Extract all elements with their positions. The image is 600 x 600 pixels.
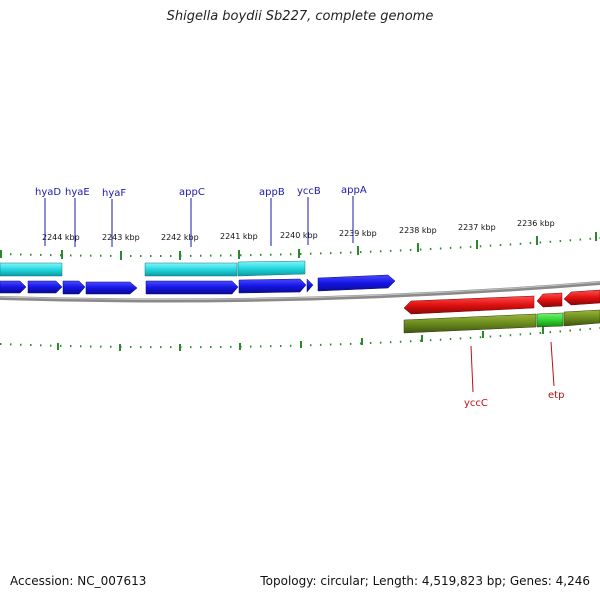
ruler-label: 2238 kbp (399, 226, 437, 235)
gene-arrow-yccB[interactable] (306, 278, 314, 293)
inner-major-ticks (57, 327, 544, 351)
gene-arrow-appC[interactable] (145, 280, 239, 295)
forward-feature-track (0, 260, 306, 277)
gene-label-yccC[interactable]: yccC (464, 398, 488, 409)
feature-block-yccC[interactable] (403, 313, 537, 334)
outer-tick-ring (0, 232, 600, 260)
feature-block-hya[interactable] (0, 262, 63, 277)
genome-backbone (0, 281, 600, 303)
ruler-label: 2244 kbp (42, 233, 80, 242)
reverse-gene-labels: yccC etp (464, 390, 564, 409)
gene-arrow-hyaE[interactable] (62, 280, 86, 295)
reverse-cds-track (403, 289, 600, 315)
ruler-label: 2240 kbp (280, 231, 318, 240)
gene-arrow-etp[interactable] (536, 292, 563, 308)
accession-text: Accession: NC_007613 (10, 574, 147, 588)
gene-arrow-appA[interactable] (317, 274, 396, 292)
gene-arrow-hyaC[interactable] (0, 280, 27, 294)
ruler-label: 2243 kbp (102, 233, 140, 242)
ruler-label: 2242 kbp (161, 233, 199, 242)
feature-block-appC[interactable] (144, 262, 238, 277)
inner-tick-ring (0, 327, 600, 351)
ruler-label: 2237 kbp (458, 223, 496, 232)
feature-block-etk[interactable] (563, 309, 600, 327)
gene-label-yccB[interactable]: yccB (297, 186, 321, 197)
feature-block-appB[interactable] (237, 260, 306, 277)
reverse-feature-track (403, 309, 600, 334)
ruler-labels: 2244 kbp 2243 kbp 2242 kbp 2241 kbp 2240… (42, 219, 555, 242)
gene-label-etp[interactable]: etp (548, 390, 564, 401)
gene-arrow-etk[interactable] (563, 289, 600, 306)
gene-arrow-hyaD[interactable] (27, 280, 63, 294)
gene-arrow-appB[interactable] (238, 278, 307, 294)
forward-gene-labels: hyaD hyaE hyaF appC appB yccB appA (35, 185, 367, 199)
ruler-label: 2239 kbp (339, 229, 377, 238)
ruler-label: 2236 kbp (517, 219, 555, 228)
gene-arrow-yccC[interactable] (403, 295, 535, 315)
reverse-gene-leaders (470, 341, 555, 393)
gene-label-hyaD[interactable]: hyaD (35, 187, 61, 198)
feature-block-etp[interactable] (536, 312, 564, 328)
gene-label-appB[interactable]: appB (259, 187, 285, 198)
map-title: Shigella boydii Sb227, complete genome (166, 9, 434, 24)
forward-cds-track (0, 274, 396, 295)
leader-line (550, 341, 555, 387)
forward-gene-leaders (44, 196, 354, 247)
outer-major-ticks (0, 232, 597, 260)
gene-label-appA[interactable]: appA (341, 185, 367, 196)
gene-label-hyaE[interactable]: hyaE (65, 187, 90, 198)
leader-line (470, 345, 474, 393)
gene-label-hyaF[interactable]: hyaF (102, 188, 126, 199)
gene-arrow-hyaF[interactable] (85, 281, 138, 295)
gene-label-appC[interactable]: appC (179, 187, 205, 198)
ruler-label: 2241 kbp (220, 232, 258, 241)
genome-stats-text: Topology: circular; Length: 4,519,823 bp… (260, 574, 590, 588)
